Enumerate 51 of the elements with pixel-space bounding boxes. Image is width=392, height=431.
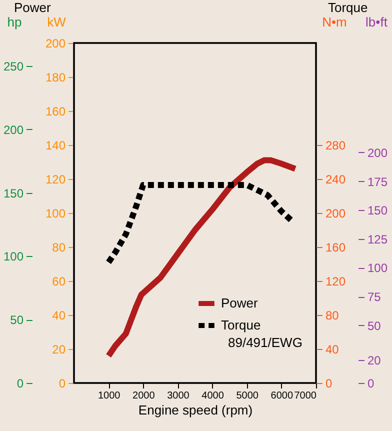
- y-tick-label: 0: [326, 376, 332, 390]
- x-tick-label: 6000: [270, 390, 294, 402]
- y-tick-label: 180: [45, 70, 66, 84]
- y-axis-title: N•m: [322, 14, 347, 30]
- y2-tick-label: 150: [3, 186, 24, 200]
- y-tick-label: 280: [326, 138, 346, 152]
- legend-label: Power: [221, 296, 259, 310]
- y-tick-label: 160: [326, 240, 346, 254]
- y-tick-label: 200: [326, 206, 346, 220]
- y2-tick-label: 100: [3, 250, 24, 264]
- legend-label: Torque: [221, 318, 261, 332]
- y2-tick-label: 175: [368, 174, 388, 189]
- x-tick-label: 4000: [202, 390, 224, 402]
- y-tick-label: 100: [45, 206, 66, 220]
- y2-tick-label: 50: [368, 318, 382, 333]
- y2-axis-title: hp: [7, 14, 22, 30]
- x-tick-label: 7000: [294, 390, 317, 402]
- y-tick-label: 80: [326, 308, 340, 322]
- y-tick-label: 140: [45, 138, 66, 152]
- y-tick-label: 40: [326, 342, 340, 356]
- y-tick-label: 200: [45, 36, 66, 50]
- y2-tick-label: 0: [16, 376, 24, 390]
- y2-axis-title: lb•ft: [366, 14, 388, 30]
- y-tick-label: 0: [58, 376, 66, 390]
- y2-tick-label: 200: [3, 122, 24, 137]
- y-tick-label: 40: [52, 308, 66, 322]
- x-tick-label: 3000: [167, 390, 190, 402]
- y2-tick-label: 125: [368, 232, 388, 246]
- annotation: 89/491/EWG: [228, 335, 302, 350]
- x-tick-label: 1000: [98, 390, 121, 402]
- x-tick-label: 2000: [132, 390, 156, 402]
- y-tick-label: 120: [326, 274, 346, 288]
- y2-tick-label: 200: [368, 146, 388, 160]
- y-tick-label: 120: [45, 172, 66, 186]
- y2-tick-label: 50: [10, 313, 24, 328]
- y2-tick-label: 250: [3, 60, 24, 74]
- y2-tick-label: 20: [368, 353, 382, 368]
- y-axis-title: kW: [47, 14, 67, 30]
- y-tick-label: 160: [45, 104, 66, 118]
- y-tick-label: 60: [52, 274, 66, 288]
- y2-tick-label: 0: [368, 376, 374, 390]
- x-axis-title: Engine speed (rpm): [138, 402, 253, 418]
- text: Power: [14, 0, 51, 15]
- x-tick-label: 5000: [236, 390, 259, 402]
- text: Torque: [328, 0, 368, 15]
- y-tick-label: 80: [52, 240, 66, 254]
- y2-tick-label: 150: [368, 204, 388, 218]
- y2-tick-label: 100: [368, 261, 388, 276]
- y2-tick-label: 75: [368, 290, 382, 304]
- y-tick-label: 20: [52, 342, 66, 356]
- y-tick-label: 240: [326, 172, 346, 186]
